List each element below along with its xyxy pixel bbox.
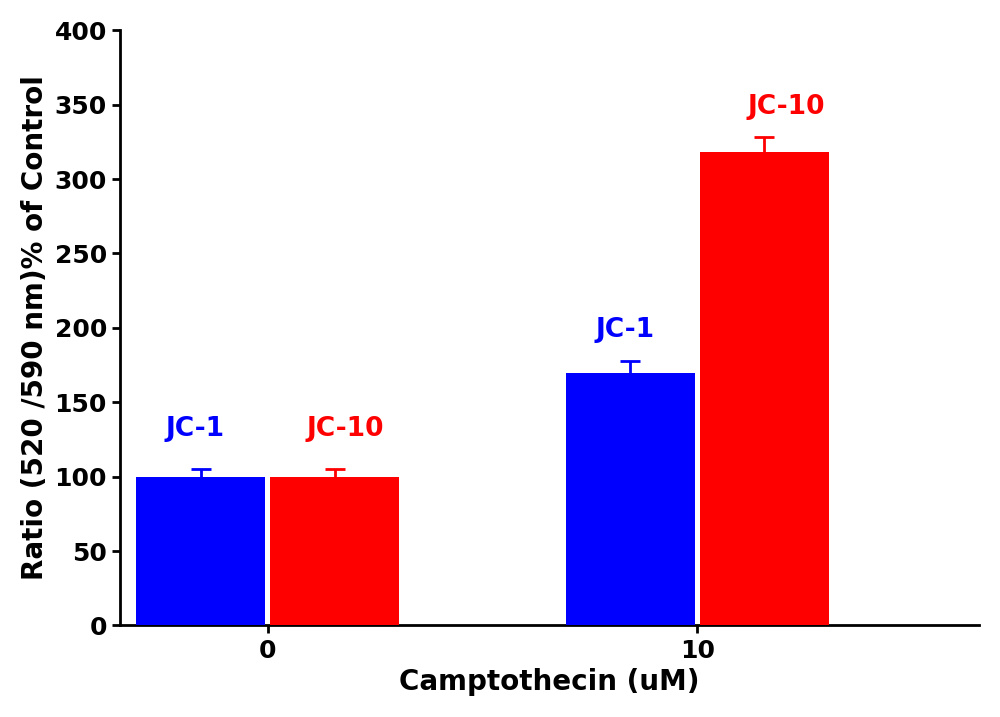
Bar — [566, 373, 695, 625]
Text: JC-1: JC-1 — [166, 417, 225, 442]
Text: JC-10: JC-10 — [307, 417, 384, 442]
Text: JC-1: JC-1 — [595, 317, 654, 343]
X-axis label: Camptothecin (uM): Camptothecin (uM) — [399, 668, 700, 696]
Bar — [700, 152, 829, 625]
Y-axis label: Ratio (520 /590 nm)% of Control: Ratio (520 /590 nm)% of Control — [21, 75, 49, 580]
Bar — [270, 477, 399, 625]
Bar — [136, 477, 265, 625]
Text: JC-10: JC-10 — [747, 94, 825, 120]
